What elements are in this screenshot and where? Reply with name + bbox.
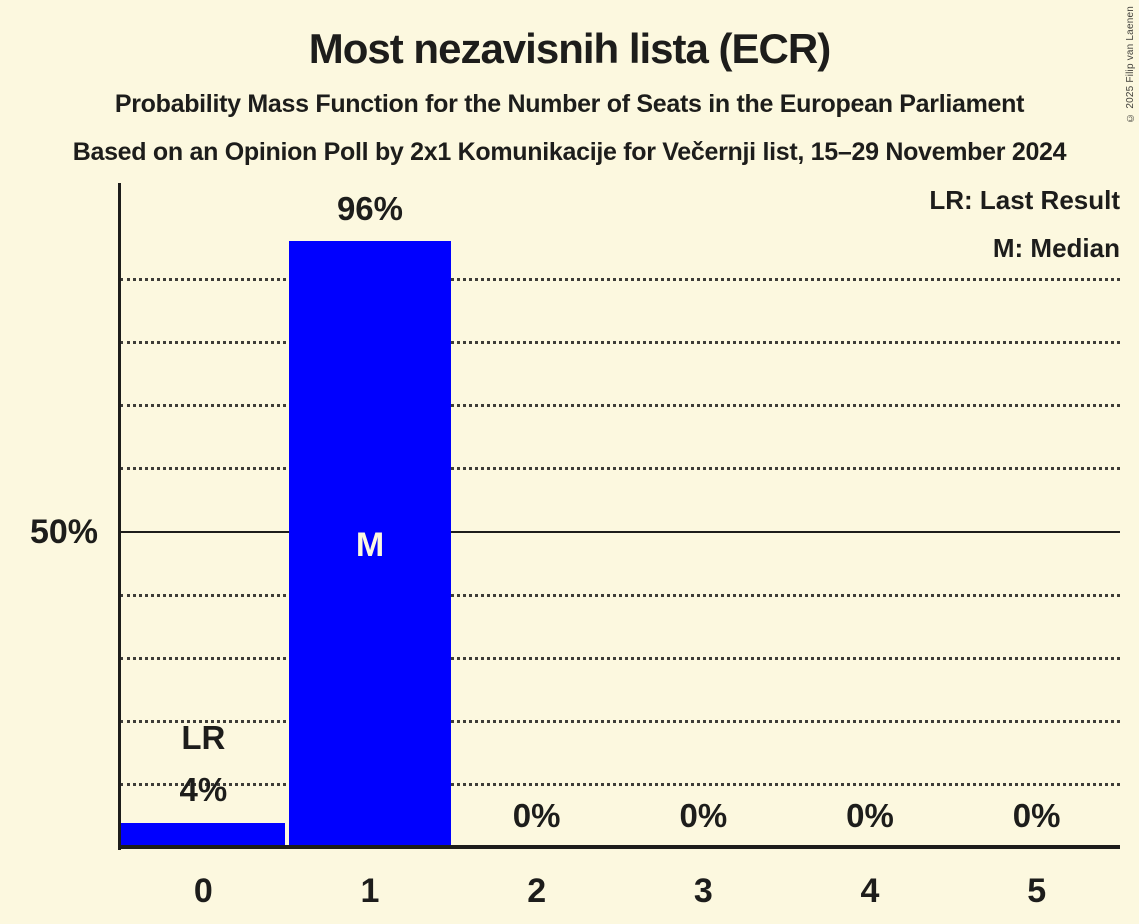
bar-column-1 [288,241,452,847]
x-axis-line [118,845,1120,849]
gridline-70-percent [120,404,1120,408]
bar-value-label-1: 96% [336,189,404,227]
chart-subtitle: Probability Mass Function for the Number… [114,90,1025,118]
gridline-80-percent [120,340,1120,344]
x-tick-label-4: 4 [860,872,880,910]
x-tick-label-5: 5 [1027,872,1047,910]
x-tick-label-2: 2 [527,872,547,910]
last-result-annotation: LR [181,719,226,757]
bar-value-label-5: 0% [1012,796,1061,834]
chart-source-line: Based on an Opinion Poll by 2x1 Komunika… [72,138,1067,166]
y-axis-line [118,183,121,850]
gridline-10-percent [120,783,1120,787]
legend-median-label: M: Median [992,233,1120,263]
bar-value-label-0: 4% [179,771,228,809]
x-tick-label-1: 1 [360,872,380,910]
gridline-40-percent [120,593,1120,597]
bar-value-label-4: 0% [846,796,894,834]
median-annotation: M [355,525,385,564]
gridline-30-percent [120,656,1120,660]
x-tick-label-3: 3 [693,872,713,910]
fifty-percent-reference-line [120,531,1120,533]
x-tick-label-0: 0 [193,872,213,910]
bar-value-label-3: 0% [679,796,728,834]
gridline-60-percent [120,467,1120,471]
bar-value-label-2: 0% [512,796,561,834]
chart-title: Most nezavisnih lista (ECR) [308,25,831,72]
y-axis-50-percent-label: 50% [29,513,98,551]
gridline-90-percent [120,277,1120,281]
legend-last-result-label: LR: Last Result [929,185,1120,215]
gridline-20-percent [120,720,1120,724]
bar-column-0 [121,822,285,847]
